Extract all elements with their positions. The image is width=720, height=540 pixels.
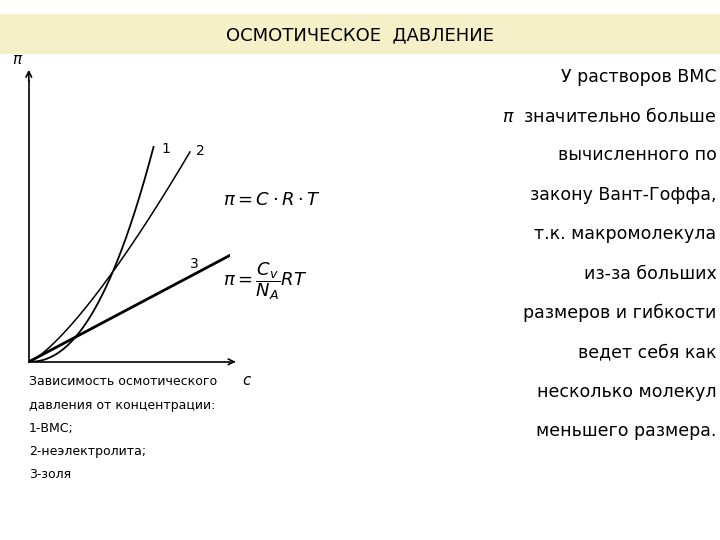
Text: 2-неэлектролита;: 2-неэлектролита; [29, 445, 146, 458]
Text: π: π [12, 52, 22, 67]
Text: 2: 2 [196, 144, 204, 158]
Text: 3-золя: 3-золя [29, 468, 71, 481]
Text: $\pi$  значительно больше: $\pi$ значительно больше [502, 107, 716, 126]
Text: давления от концентрации:: давления от концентрации: [29, 399, 215, 411]
Text: размеров и гибкости: размеров и гибкости [523, 304, 716, 322]
Text: меньшего размера.: меньшего размера. [536, 422, 716, 440]
Text: 1-ВМС;: 1-ВМС; [29, 422, 73, 435]
Text: закону Вант-Гоффа,: закону Вант-Гоффа, [530, 186, 716, 204]
Text: 1: 1 [161, 141, 171, 156]
Text: вычисленного по: вычисленного по [557, 146, 716, 164]
Text: несколько молекул: несколько молекул [537, 383, 716, 401]
Text: $\pi = C \cdot R \cdot T$: $\pi = C \cdot R \cdot T$ [223, 191, 321, 209]
Text: 3: 3 [190, 256, 199, 271]
Text: У растворов ВМС: У растворов ВМС [561, 68, 716, 85]
Text: $\pi = \dfrac{C_v}{N_A} RT$: $\pi = \dfrac{C_v}{N_A} RT$ [223, 260, 307, 302]
Text: Зависимость осмотического: Зависимость осмотического [29, 375, 217, 388]
Text: т.к. макромолекула: т.к. макромолекула [534, 225, 716, 243]
Text: ОСМОТИЧЕСКОЕ  ДАВЛЕНИЕ: ОСМОТИЧЕСКОЕ ДАВЛЕНИЕ [226, 26, 494, 44]
Text: из-за больших: из-за больших [584, 265, 716, 282]
Text: ведет себя как: ведет себя как [578, 343, 716, 361]
Text: с: с [243, 373, 251, 388]
